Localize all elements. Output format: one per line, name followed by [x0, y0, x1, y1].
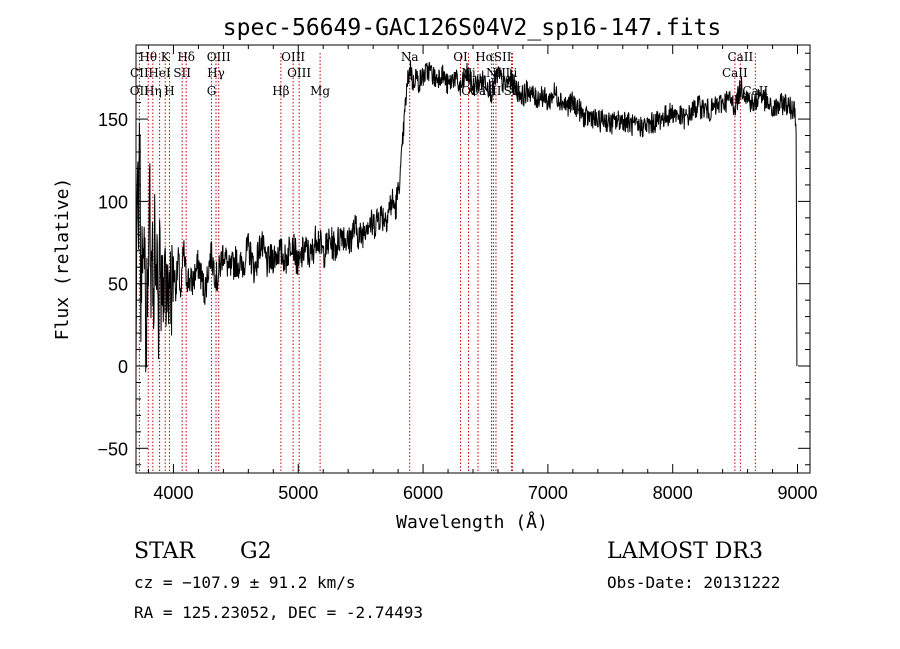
line-label: Hη [144, 84, 162, 98]
emission-line-labels: Hθ K Hδ OIII OIII Na OI HαSII CaII CII HeI SII Hγ OII… [130, 50, 769, 98]
spectrum-line [135, 60, 798, 373]
line-label: K [161, 50, 171, 64]
x-tick-label: 4000 [153, 483, 193, 503]
line-label: OIII [287, 66, 311, 80]
line-label: Na [401, 50, 419, 64]
line-label: Hδ [177, 50, 195, 64]
line-label: OIII [207, 50, 231, 64]
line-label: OI [453, 50, 468, 64]
y-tick-label: 50 [108, 275, 128, 295]
x-tick-label: 6000 [403, 483, 443, 503]
line-label: CaII [742, 84, 768, 98]
y-axis-label: Flux (relative) [52, 178, 73, 341]
line-label: Hβ [272, 84, 289, 98]
line-label: SII [173, 66, 191, 80]
line-label: OIII [281, 50, 305, 64]
x-tick-label: 8000 [653, 483, 693, 503]
line-label: NII [481, 84, 501, 98]
x-axis-label: Wavelength (Å) [396, 511, 548, 533]
line-label: CaII [727, 50, 753, 64]
observation-date: Obs-Date: 20131222 [607, 573, 781, 592]
y-tick-label: 150 [98, 110, 128, 130]
line-label: HαSII [475, 50, 512, 64]
object-class: STAR [134, 539, 195, 564]
line-label: HeI [148, 66, 171, 80]
y-tick-label: 0 [118, 357, 128, 377]
y-tick-label: 100 [98, 192, 128, 212]
line-label: CII [130, 66, 149, 80]
object-subclass: G2 [240, 539, 272, 564]
line-label: Hθ [139, 50, 157, 64]
line-label: H [164, 84, 174, 98]
line-label: G [207, 84, 217, 98]
line-label: OII [130, 84, 150, 98]
x-tick-label: 7000 [528, 483, 568, 503]
x-axis: 4000 5000 6000 7000 8000 9000 [147, 45, 818, 503]
x-tick-label: 9000 [777, 483, 817, 503]
line-label: Mg [310, 84, 330, 98]
line-label: Hγ [207, 66, 225, 80]
survey-name: LAMOST DR3 [607, 539, 763, 564]
coordinates: RA = 125.23052, DEC = -2.74493 [134, 603, 423, 622]
y-axis: −50 0 50 100 150 [97, 52, 810, 466]
line-label: CaII [722, 66, 748, 80]
y-tick-label: −50 [97, 439, 128, 459]
redshift-velocity: cz = −107.9 ± 91.2 km/s [134, 573, 356, 592]
chart-title: spec-56649-GAC126S04V2_sp16-147.fits [223, 15, 722, 41]
x-tick-label: 5000 [278, 483, 318, 503]
